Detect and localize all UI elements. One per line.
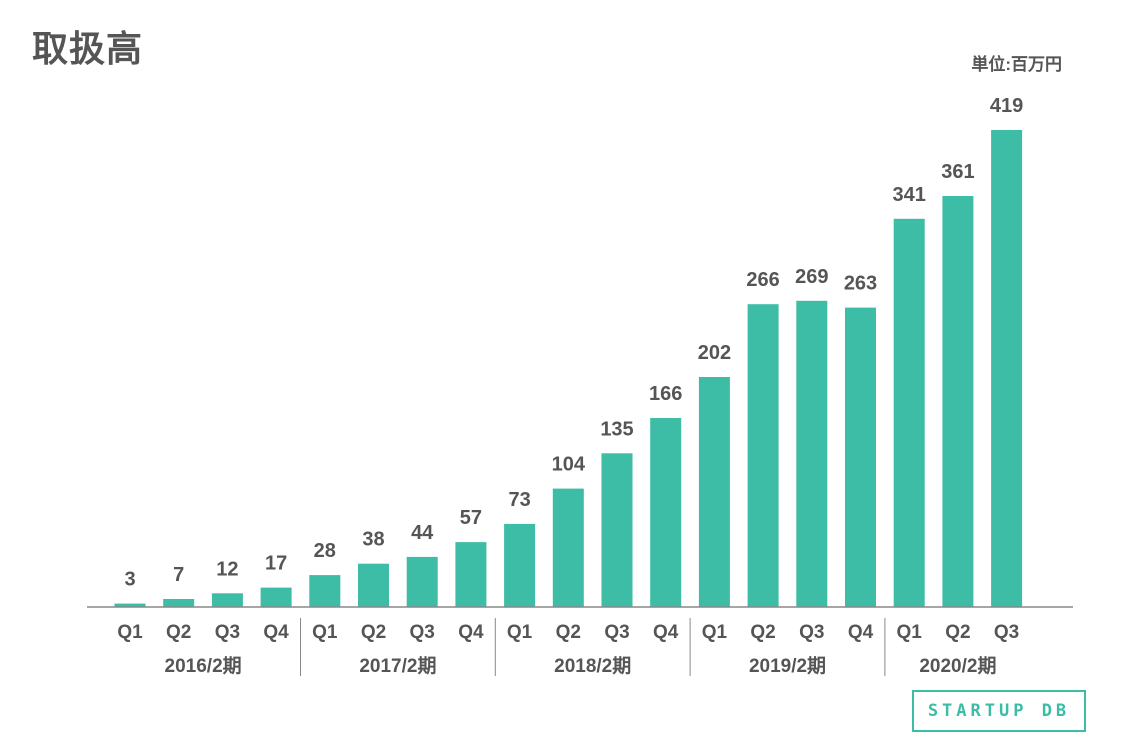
bar: [163, 599, 195, 607]
bar: [552, 488, 584, 607]
x-tick-label: Q2: [166, 622, 191, 643]
bar: [455, 542, 487, 607]
data-label: 269: [795, 266, 828, 288]
x-tick-label: Q4: [458, 622, 484, 643]
data-label: 73: [508, 489, 530, 511]
x-tick-label: Q2: [945, 622, 970, 643]
data-label: 104: [552, 454, 586, 476]
bar: [211, 593, 243, 607]
data-label: 17: [265, 553, 287, 575]
group-label: 2019/2期: [749, 655, 826, 677]
data-label: 166: [649, 383, 682, 405]
bar: [601, 453, 633, 607]
data-label: 266: [746, 269, 779, 291]
bar: [747, 304, 779, 607]
bar: [991, 130, 1023, 607]
bar: [309, 575, 341, 607]
x-tick-label: Q4: [263, 622, 289, 643]
data-label: 3: [124, 569, 135, 591]
x-tick-label: Q1: [897, 622, 923, 643]
x-tick-label: Q1: [507, 622, 533, 643]
bar: [358, 563, 389, 607]
x-tick-label: Q1: [312, 622, 338, 643]
x-tick-label: Q1: [117, 622, 143, 643]
bar: [893, 218, 925, 608]
x-tick-label: Q4: [848, 622, 874, 643]
data-label: 341: [893, 184, 926, 206]
data-label: 7: [173, 564, 184, 586]
data-label: 263: [844, 273, 877, 295]
bar: [698, 377, 730, 607]
x-tick-label: Q2: [361, 622, 386, 643]
x-tick-label: Q2: [556, 622, 581, 643]
group-label: 2020/2期: [919, 655, 996, 677]
data-label: 202: [698, 342, 731, 364]
bar: [942, 196, 974, 607]
x-tick-label: Q3: [604, 622, 629, 643]
startup-db-logo: STARTUP DB: [912, 690, 1086, 732]
bar: [504, 523, 536, 607]
x-tick-label: Q3: [799, 622, 824, 643]
x-tick-label: Q1: [702, 622, 728, 643]
data-label: 38: [362, 529, 384, 551]
data-label: 44: [411, 522, 434, 544]
data-label: 135: [600, 418, 633, 440]
bar: [650, 418, 682, 607]
x-tick-label: Q3: [215, 622, 240, 643]
data-label: 361: [941, 161, 974, 183]
x-tick-label: Q4: [653, 622, 679, 643]
x-tick-label: Q2: [750, 622, 775, 643]
unit-label: 単位:百万円: [971, 55, 1062, 74]
data-label: 28: [314, 540, 336, 562]
group-label: 2016/2期: [165, 655, 242, 677]
bar: [114, 603, 146, 607]
x-tick-label: Q3: [994, 622, 1019, 643]
data-label: 12: [216, 558, 238, 580]
bar: [845, 307, 876, 607]
page-title: 取扱高: [32, 28, 144, 69]
data-label: 57: [460, 507, 482, 529]
group-label: 2017/2期: [359, 655, 436, 677]
bar: [796, 300, 828, 607]
x-tick-label: Q3: [410, 622, 435, 643]
data-label: 419: [990, 95, 1023, 117]
bar: [406, 556, 438, 607]
group-label: 2018/2期: [554, 655, 631, 677]
bar: [260, 587, 292, 607]
